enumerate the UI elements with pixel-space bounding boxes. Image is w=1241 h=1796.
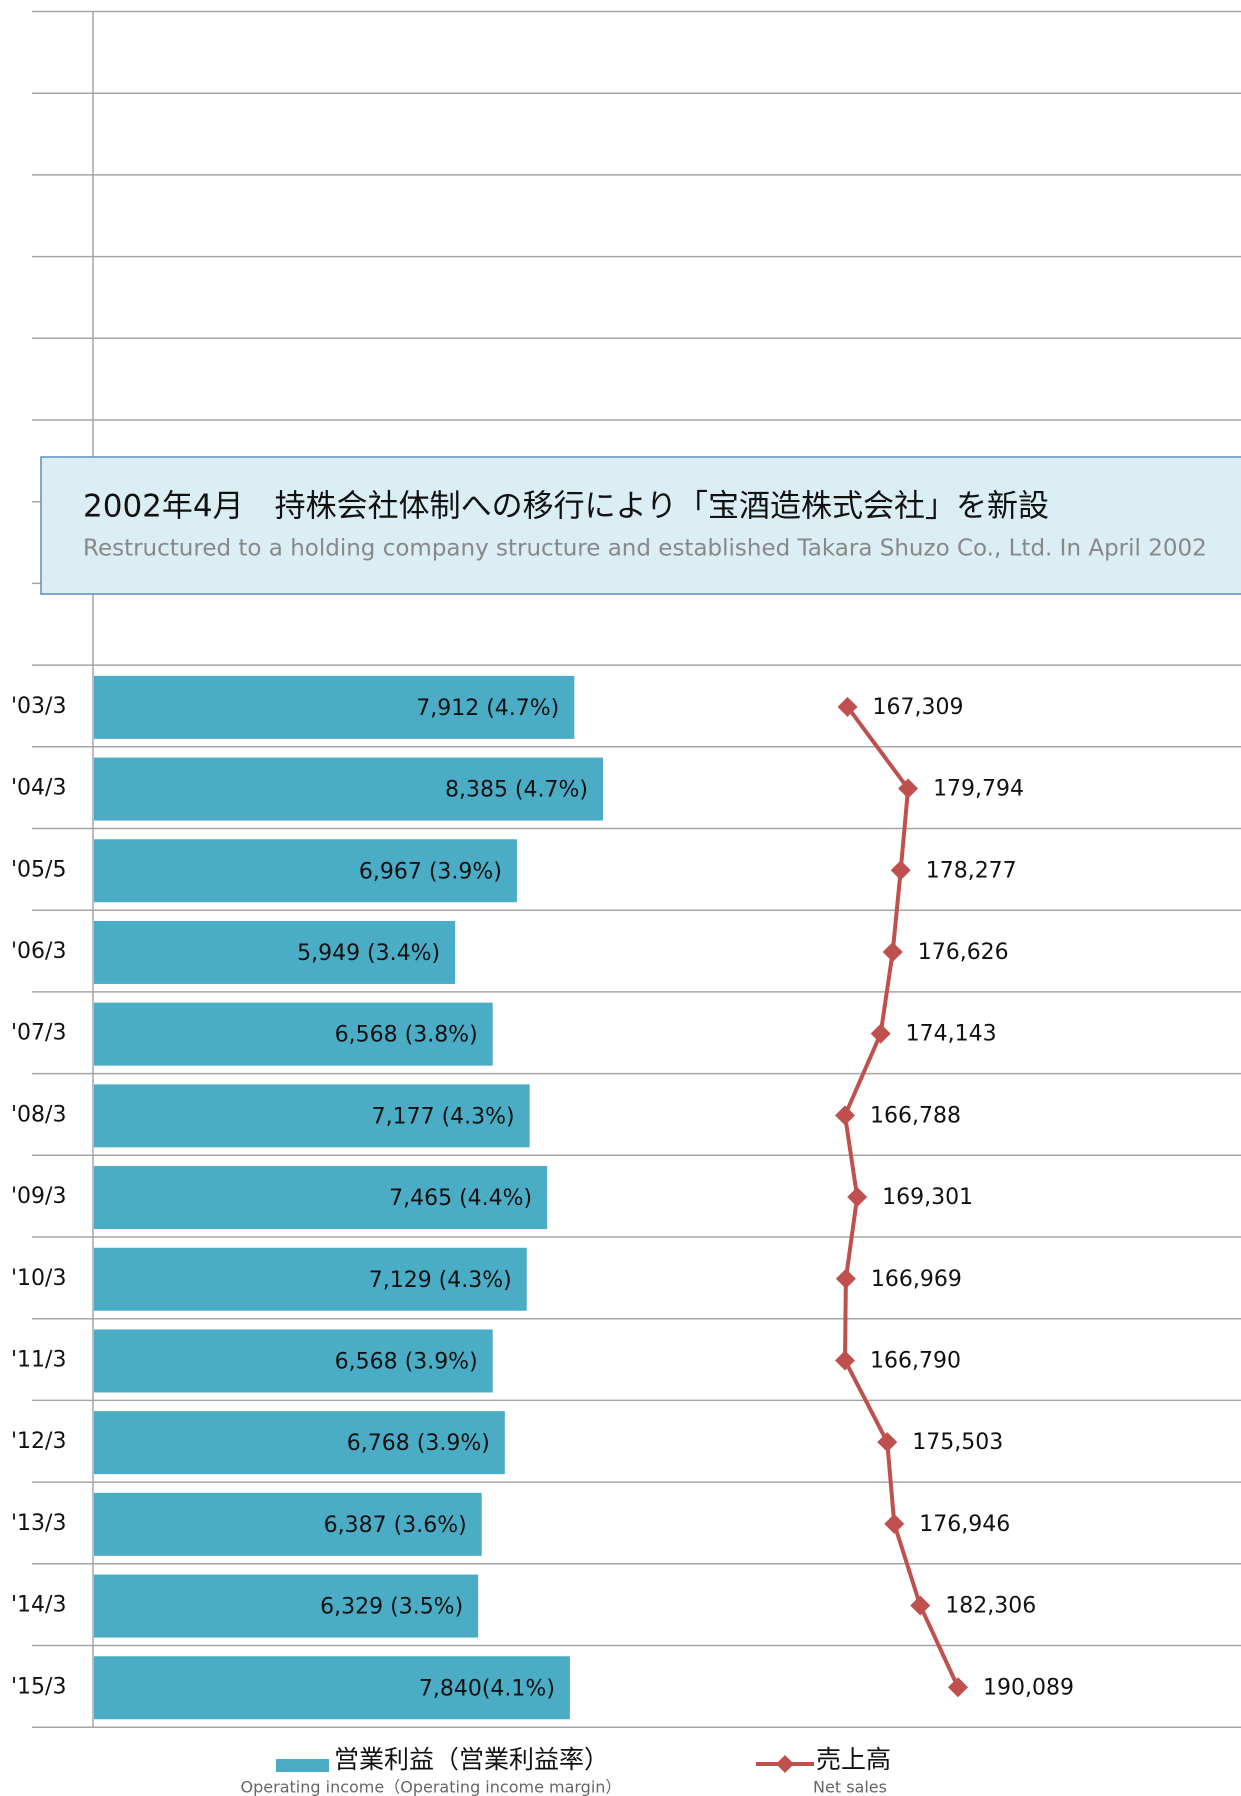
- net-sales-label: 166,790: [870, 1348, 961, 1373]
- net-sales-label: 178,277: [926, 858, 1017, 883]
- bar-label: 6,329 (3.5%): [320, 1595, 463, 1620]
- bar-label: 5,949 (3.4%): [297, 941, 440, 966]
- net-sales-label: 166,788: [870, 1103, 961, 1128]
- net-sales-marker: [837, 696, 858, 717]
- category-label: '05/5: [11, 857, 66, 882]
- category-label: '07/3: [11, 1021, 66, 1046]
- net-sales-label: 176,946: [919, 1512, 1010, 1537]
- bar-label: 6,387 (3.6%): [324, 1513, 467, 1538]
- net-sales-marker: [898, 778, 919, 799]
- bar: [94, 1247, 527, 1311]
- category-label: '08/3: [11, 1102, 66, 1127]
- category-label: '11/3: [11, 1347, 66, 1372]
- category-label: '03/3: [11, 694, 66, 719]
- bar-label: 7,177 (4.3%): [372, 1104, 515, 1129]
- net-sales-marker: [877, 1432, 898, 1453]
- bar: [94, 920, 456, 984]
- legend-label: 営業利益（営業利益率）: [334, 1745, 609, 1774]
- net-sales-marker: [835, 1350, 856, 1371]
- net-sales-marker: [890, 860, 911, 881]
- bar: [94, 1574, 479, 1638]
- bar-label: 6,568 (3.9%): [335, 1349, 478, 1374]
- legend-marker: [776, 1755, 794, 1773]
- bar: [94, 1166, 548, 1230]
- net-sales-marker: [948, 1677, 968, 1698]
- legend-label: 売上高: [816, 1745, 891, 1774]
- bar: [94, 839, 517, 903]
- legend-sublabel: Net sales: [813, 1778, 887, 1796]
- net-sales-marker: [910, 1595, 931, 1616]
- net-sales-label: 166,969: [871, 1267, 962, 1292]
- category-label: '14/3: [11, 1593, 66, 1618]
- net-sales-marker: [882, 941, 903, 962]
- net-sales-label: 174,143: [906, 1022, 997, 1047]
- bar: [94, 1329, 493, 1393]
- legend-swatch: [276, 1759, 329, 1772]
- net-sales-label: 176,626: [918, 940, 1009, 965]
- bar: [94, 675, 575, 739]
- chart-title: 2002年4月 持株会社体制への移行により「宝酒造株式会社」を新設: [83, 489, 1049, 525]
- net-sales-label: 179,794: [933, 777, 1024, 802]
- bar: [94, 1002, 493, 1066]
- net-sales-label: 182,306: [945, 1594, 1036, 1619]
- bar-label: 6,768 (3.9%): [347, 1431, 490, 1456]
- net-sales-label: 190,089: [983, 1675, 1074, 1700]
- net-sales-label: 167,309: [873, 695, 964, 720]
- bar: [94, 757, 603, 821]
- bar-label: 7,840(4.1%): [419, 1676, 555, 1701]
- title-box: [40, 456, 1241, 595]
- net-sales-marker: [847, 1187, 868, 1208]
- net-sales-label: 169,301: [882, 1185, 973, 1210]
- category-label: '12/3: [11, 1429, 66, 1454]
- bar: [94, 1492, 482, 1556]
- bar-label: 7,465 (4.4%): [389, 1186, 532, 1211]
- category-label: '09/3: [11, 1184, 66, 1209]
- bar-label: 6,967 (3.9%): [359, 859, 502, 884]
- net-sales-marker: [835, 1105, 855, 1126]
- bar-label: 6,568 (3.8%): [335, 1023, 478, 1048]
- bar: [94, 1656, 570, 1720]
- net-sales-marker: [835, 1268, 856, 1289]
- net-sales-label: 175,503: [912, 1430, 1003, 1455]
- bar: [94, 1411, 505, 1475]
- category-label: '06/3: [11, 939, 66, 964]
- legend-sublabel: Operating income（Operating income margin…: [241, 1778, 622, 1796]
- category-label: '15/3: [11, 1674, 66, 1699]
- net-sales-marker: [870, 1023, 891, 1044]
- net-sales-marker: [884, 1513, 905, 1534]
- bar-label: 7,912 (4.7%): [416, 696, 559, 721]
- bar-label: 7,129 (4.3%): [369, 1268, 512, 1293]
- category-label: '13/3: [11, 1511, 66, 1536]
- category-label: '04/3: [11, 776, 66, 801]
- bar: [94, 1084, 530, 1148]
- category-label: '10/3: [11, 1266, 66, 1291]
- chart-subtitle: Restructured to a holding company struct…: [83, 536, 1207, 562]
- bar-label: 8,385 (4.7%): [445, 778, 588, 803]
